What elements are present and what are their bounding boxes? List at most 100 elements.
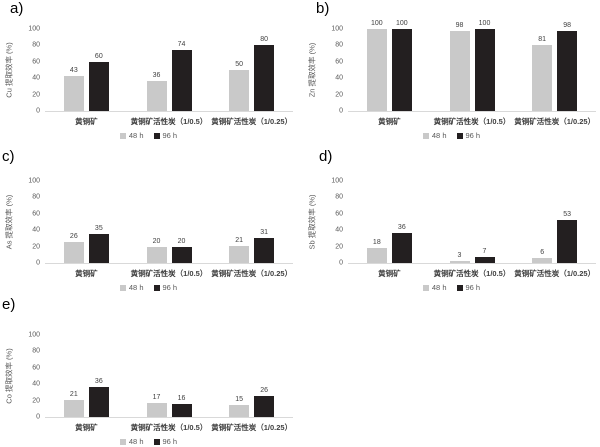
- bar-group: 81 98: [513, 22, 596, 111]
- plot-area: 21 36 17 16 15 26: [45, 335, 293, 418]
- y-axis-tick-labels: 0 20 40 60 80 100: [317, 25, 345, 115]
- bar-value-label: 26: [260, 386, 269, 394]
- bar-with-label: 6: [532, 249, 553, 263]
- plot-area: 26 35 20 20 21 31: [45, 181, 293, 264]
- bar-value-label: 81: [538, 35, 547, 43]
- y-tick-label: 0: [36, 107, 40, 115]
- bar-group: 50 80: [210, 29, 293, 111]
- bar-48h: [449, 30, 470, 111]
- bar-group: 36 74: [128, 29, 211, 111]
- legend-swatch-icon: [153, 438, 160, 445]
- bar-group: 18 36: [348, 181, 431, 263]
- bar-group: 43 60: [45, 29, 128, 111]
- legend-label: 96 h: [465, 283, 481, 292]
- category-label: 黄铜矿活性炭（1/0.5）: [130, 423, 208, 432]
- bar-value-label: 53: [563, 210, 572, 218]
- bar-value-label: 36: [397, 224, 406, 232]
- category-label: 黄铜矿: [75, 117, 98, 126]
- y-tick-label: 100: [28, 177, 40, 185]
- bar-value-label: 21: [235, 236, 244, 244]
- bar-group: 17 16: [128, 335, 211, 417]
- bar-value-label: 36: [94, 378, 103, 386]
- y-tick-label: 40: [335, 74, 343, 82]
- bar-with-label: 20: [171, 238, 192, 263]
- bar-group: 6 53: [513, 181, 596, 263]
- bar-96h: [254, 237, 275, 263]
- bar-with-label: 36: [146, 72, 167, 111]
- bar-48h: [532, 258, 553, 263]
- chart-panel-b: b) Zn 提取效率 (%) 0 20 40 60 80 100 100 100 98 100 8…: [303, 0, 600, 151]
- plot-area: 43 60 36 74 50 80: [45, 29, 293, 112]
- legend-swatch-icon: [456, 132, 463, 139]
- chart-panel-d: d) Sb 提取效率 (%) 0 20 40 60 80 100 18 36 3 7 6 53 黄铜…: [303, 148, 600, 299]
- legend-label: 48 h: [431, 131, 447, 140]
- y-tick-label: 80: [32, 41, 40, 49]
- y-tick-label: 60: [32, 210, 40, 218]
- bar-96h: [254, 395, 275, 417]
- category-label: 黄铜矿: [378, 117, 401, 126]
- bar-with-label: 81: [532, 35, 553, 111]
- legend: 48 h 96 h: [303, 283, 600, 292]
- legend-swatch-icon: [119, 132, 126, 139]
- bar-96h: [391, 233, 412, 263]
- panel-letter: b): [316, 0, 330, 17]
- bar-96h: [557, 219, 578, 263]
- panel-letter: d): [319, 148, 333, 165]
- bar-value-label: 36: [152, 72, 161, 80]
- y-axis-tick-labels: 0 20 40 60 80 100: [14, 332, 42, 421]
- bar-96h: [391, 29, 412, 111]
- y-tick-label: 60: [32, 58, 40, 66]
- legend: 48 h 96 h: [0, 437, 297, 446]
- bar-48h: [229, 245, 250, 263]
- bar-48h: [532, 44, 553, 111]
- y-tick-label: 60: [335, 210, 343, 218]
- legend: 48 h 96 h: [0, 131, 297, 140]
- bar-group: 100 100: [348, 20, 431, 111]
- bar-with-label: 7: [474, 248, 495, 263]
- y-axis-tick-labels: 0 20 40 60 80 100: [14, 177, 42, 267]
- legend-item-48h: 48 h: [119, 283, 144, 292]
- legend-swatch-icon: [422, 132, 429, 139]
- bar-48h: [146, 81, 167, 111]
- bar-48h: [366, 29, 387, 111]
- bar-with-label: 100: [474, 20, 495, 111]
- y-tick-label: 0: [339, 259, 343, 267]
- bar-with-label: 20: [146, 237, 167, 263]
- bar-value-label: 98: [563, 21, 572, 29]
- bar-48h: [366, 248, 387, 263]
- bar-with-label: 100: [391, 20, 412, 111]
- legend-label: 96 h: [162, 283, 178, 292]
- bar-value-label: 100: [370, 20, 383, 27]
- bar-with-label: 98: [557, 21, 578, 111]
- legend-item-96h: 96 h: [153, 131, 177, 140]
- bar-value-label: 16: [177, 394, 186, 402]
- legend-item-96h: 96 h: [456, 283, 481, 292]
- y-tick-label: 100: [331, 177, 343, 185]
- bar-with-label: 17: [146, 394, 167, 417]
- bar-value-label: 21: [69, 390, 78, 398]
- bar-value-label: 74: [177, 41, 186, 49]
- y-tick-label: 80: [32, 193, 40, 201]
- bar-with-label: 36: [391, 224, 412, 263]
- bar-with-label: 43: [63, 67, 84, 111]
- y-tick-label: 20: [335, 91, 343, 99]
- legend-swatch-icon: [422, 284, 429, 291]
- legend-swatch-icon: [119, 438, 126, 445]
- category-labels: 黄铜矿 黄铜矿活性炭（1/0.5） 黄铜矿活性炭（1/0.25）: [348, 116, 596, 127]
- bar-with-label: 16: [171, 394, 192, 417]
- bar-value-label: 31: [260, 228, 269, 236]
- category-label: 黄铜矿活性炭（1/0.5）: [130, 269, 208, 278]
- category-label: 黄铜矿活性炭（1/0.25）: [211, 269, 293, 278]
- legend-item-96h: 96 h: [153, 437, 177, 446]
- y-tick-label: 100: [331, 25, 343, 33]
- bar-48h: [63, 399, 84, 417]
- y-tick-label: 100: [28, 25, 40, 33]
- bar-with-label: 26: [254, 386, 275, 417]
- legend-swatch-icon: [153, 132, 160, 139]
- category-label: 黄铜矿活性炭（1/0.25）: [514, 117, 596, 126]
- bar-group: 20 20: [128, 181, 211, 263]
- bar-value-label: 20: [152, 237, 161, 245]
- bar-value-label: 17: [152, 394, 161, 402]
- bar-with-label: 21: [229, 236, 250, 263]
- legend-swatch-icon: [456, 284, 463, 291]
